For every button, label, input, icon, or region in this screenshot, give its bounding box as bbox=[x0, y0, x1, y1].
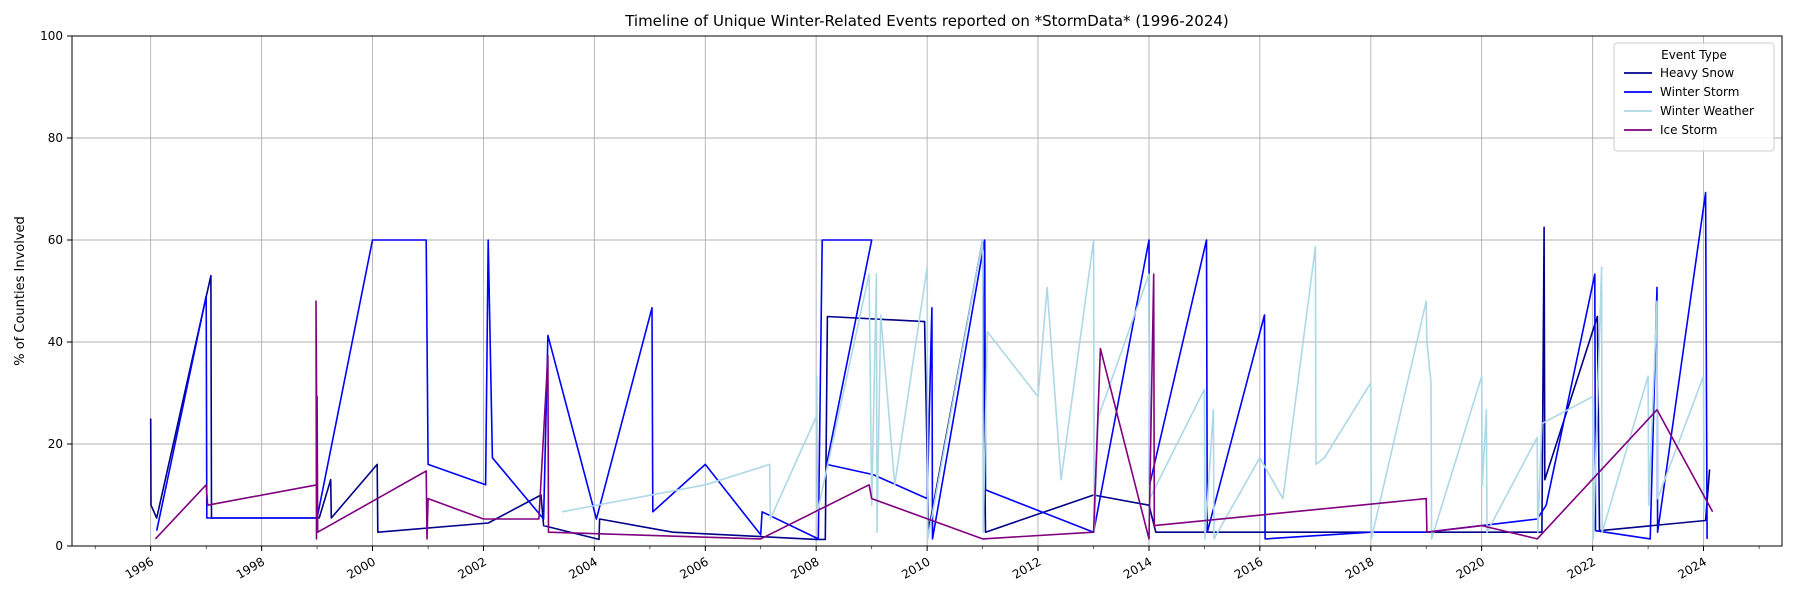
x-tick-label: 2000 bbox=[345, 554, 378, 581]
legend-label: Ice Storm bbox=[1660, 123, 1717, 137]
y-tick-label: 0 bbox=[55, 539, 63, 553]
x-tick-label: 2018 bbox=[1343, 554, 1376, 581]
legend-label: Heavy Snow bbox=[1660, 66, 1734, 80]
x-tick-label: 2002 bbox=[456, 554, 489, 581]
x-tick-label: 2012 bbox=[1010, 554, 1043, 581]
legend-title: Event Type bbox=[1661, 48, 1727, 62]
plot-area bbox=[149, 191, 1714, 541]
x-tick-label: 1996 bbox=[123, 554, 156, 581]
series-line-winter-storm bbox=[155, 191, 1708, 540]
y-tick-label: 100 bbox=[40, 29, 63, 43]
x-tick-label: 2006 bbox=[677, 554, 710, 581]
x-tick-label: 2020 bbox=[1454, 554, 1487, 581]
y-tick-label: 60 bbox=[48, 233, 63, 247]
series-line-winter-weather bbox=[561, 239, 1705, 540]
y-tick-label: 20 bbox=[48, 437, 63, 451]
x-tick-label: 2016 bbox=[1232, 554, 1265, 581]
x-tick-label: 2010 bbox=[899, 554, 932, 581]
legend-box bbox=[1613, 42, 1775, 152]
y-tick-label: 40 bbox=[48, 335, 63, 349]
x-tick-label: 2004 bbox=[566, 554, 599, 581]
x-axis: 1996 1998 2000 2002 2004 2006 2008 2010 2012 2014… bbox=[94, 546, 1760, 582]
x-tick-label: 2022 bbox=[1565, 554, 1598, 581]
y-axis: 0 20 40 60 80 100 bbox=[40, 29, 72, 553]
legend-label: Winter Weather bbox=[1660, 104, 1754, 118]
legend: Event Type Heavy Snow Winter Storm Winter W… bbox=[1613, 42, 1775, 152]
series-line-heavy-snow bbox=[149, 226, 1711, 541]
x-tick-label: 2024 bbox=[1676, 554, 1709, 581]
x-tick-label: 2008 bbox=[788, 554, 821, 581]
legend-label: Winter Storm bbox=[1660, 85, 1739, 99]
chart-title: Timeline of Unique Winter-Related Events… bbox=[624, 12, 1229, 30]
x-tick-label: 1998 bbox=[234, 554, 267, 581]
x-tick-label: 2014 bbox=[1121, 554, 1154, 581]
y-axis-label: % of Counties Involved bbox=[13, 216, 28, 366]
y-tick-label: 80 bbox=[48, 131, 63, 145]
series-line-ice-storm bbox=[154, 273, 1714, 540]
